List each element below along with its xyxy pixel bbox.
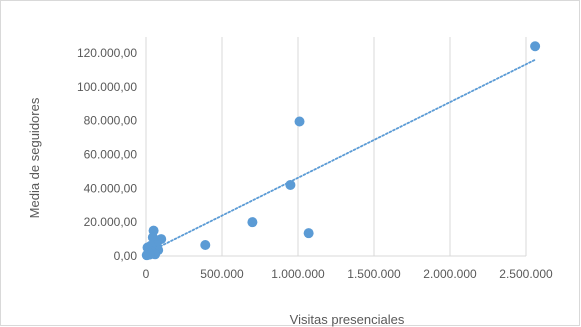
y-tick-label: 20.000,00 <box>84 215 138 229</box>
x-tick-label: 2.000.000 <box>423 267 477 281</box>
data-point <box>294 116 305 127</box>
data-point <box>141 250 152 261</box>
x-tick-label: 0 <box>143 267 150 281</box>
y-axis-ticks: 0,00 20.000,00 40.000,00 60.000,00 80.000,00… <box>77 46 137 263</box>
x-tick-label: 2.500.000 <box>499 267 553 281</box>
y-axis-title: Media de seguidores <box>27 97 42 218</box>
y-tick-label: 120.000,00 <box>77 46 137 60</box>
x-tick-label: 1.500.000 <box>347 267 401 281</box>
x-tick-label: 1.000.000 <box>271 267 325 281</box>
x-axis-ticks: 0 500.000 1.000.000 1.500.000 2.000.000 2.500… <box>143 267 553 281</box>
y-tick-label: 100.000,00 <box>77 80 137 94</box>
y-tick-label: 80.000,00 <box>84 114 138 128</box>
data-point <box>200 240 211 251</box>
x-tick-label: 500.000 <box>200 267 244 281</box>
y-tick-label: 0,00 <box>114 249 138 263</box>
data-point <box>285 179 296 190</box>
x-axis-title: Visitas presenciales <box>290 312 405 327</box>
y-tick-label: 60.000,00 <box>84 148 138 162</box>
trendline <box>145 58 537 255</box>
grid-lines <box>145 37 527 257</box>
data-points <box>141 41 541 261</box>
data-point <box>247 217 258 228</box>
trendline-layer <box>145 58 537 255</box>
data-point <box>303 228 314 239</box>
y-tick-label: 40.000,00 <box>84 181 138 195</box>
data-point <box>147 232 158 243</box>
data-point <box>530 41 541 52</box>
